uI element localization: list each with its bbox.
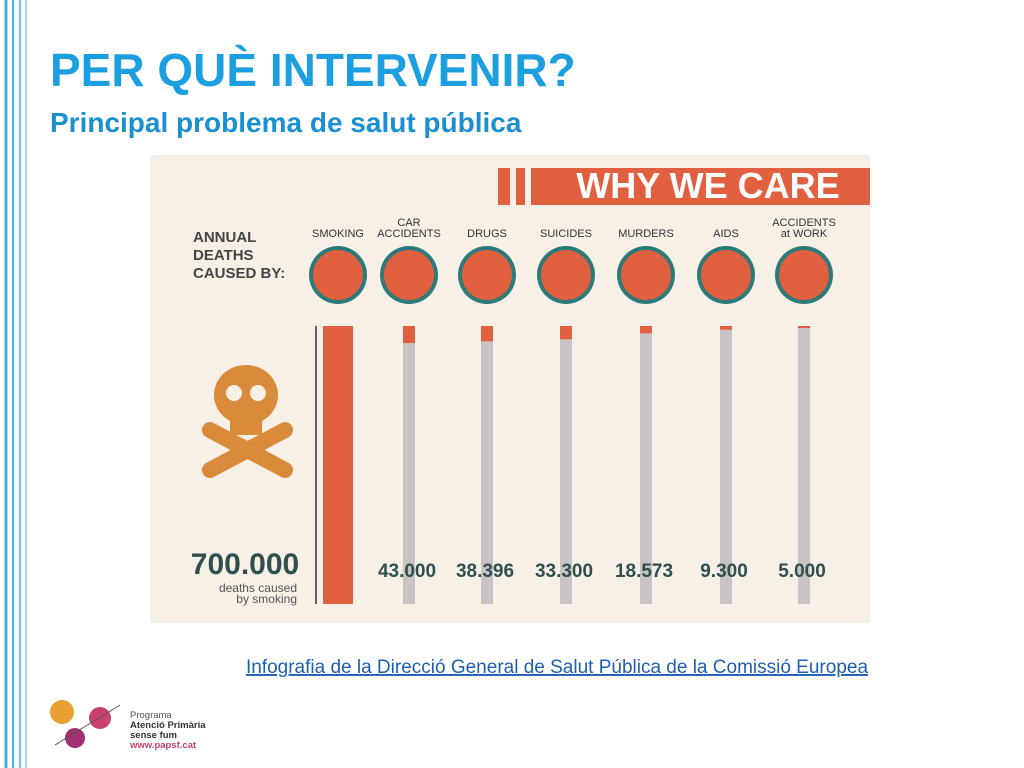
caption-line: by smoking (236, 592, 297, 606)
logo-line: sense fum (130, 730, 177, 741)
bar (560, 326, 572, 340)
value-label: 18.573 (615, 561, 673, 582)
headline-value: 700.000 (191, 548, 299, 581)
icon (621, 250, 671, 300)
icon (313, 250, 363, 300)
columns: SMOKINGCARACCIDENTS43.000DRUGS38.396SUIC… (309, 217, 836, 604)
bar-track (560, 326, 572, 604)
logo-line: Atenció Primària (130, 720, 206, 731)
value-label: 5.000 (778, 561, 826, 582)
icon (541, 250, 591, 300)
title: PER QUÈ INTERVENIR? (50, 44, 576, 96)
value-label: 38.396 (456, 561, 514, 582)
cause-label: DRUGS (467, 228, 507, 240)
bar-track (403, 326, 415, 604)
banner-text: WHY WE CARE (576, 165, 839, 206)
value-label: 43.000 (378, 561, 436, 582)
cause-label: CAR (397, 217, 420, 229)
bar-track (798, 326, 810, 604)
cause-label: SUICIDES (540, 228, 592, 240)
cause-label: ACCIDENTS (377, 228, 441, 240)
cause-label: AIDS (713, 228, 739, 240)
intro-line: DEATHS (193, 247, 254, 264)
cause-label: ACCIDENTS (772, 217, 836, 229)
bar-track (481, 326, 493, 604)
bar (481, 326, 493, 342)
intro-line: CAUSED BY: (193, 265, 285, 282)
cause-label: MURDERS (618, 228, 674, 240)
stripe (525, 168, 531, 205)
cause-label: at WORK (781, 228, 828, 240)
logo-line: www.papsf.cat (129, 740, 197, 751)
side-lines (4, 0, 27, 768)
bar-track (640, 326, 652, 604)
icon (779, 250, 829, 300)
source-link[interactable]: Infografia de la Direcció General de Sal… (246, 657, 868, 678)
value-label: 33.300 (535, 561, 593, 582)
caption-line: deaths caused (219, 581, 297, 595)
icon (462, 250, 512, 300)
bar-track (720, 326, 732, 604)
skull (202, 365, 293, 478)
subtitle: Principal problema de salut pública (50, 107, 522, 138)
logo-flowers (50, 700, 121, 748)
icon (701, 250, 751, 300)
logo-line: Programa (130, 710, 172, 721)
cause-label: SMOKING (312, 228, 364, 240)
intro-line: ANNUAL (193, 229, 256, 246)
icon (384, 250, 434, 300)
banner (498, 168, 870, 205)
bar (720, 326, 732, 330)
bar (403, 326, 415, 344)
bar (640, 326, 652, 334)
stripe (510, 168, 516, 205)
bar (798, 326, 810, 328)
bar (323, 326, 353, 604)
value-label: 9.300 (700, 561, 748, 582)
